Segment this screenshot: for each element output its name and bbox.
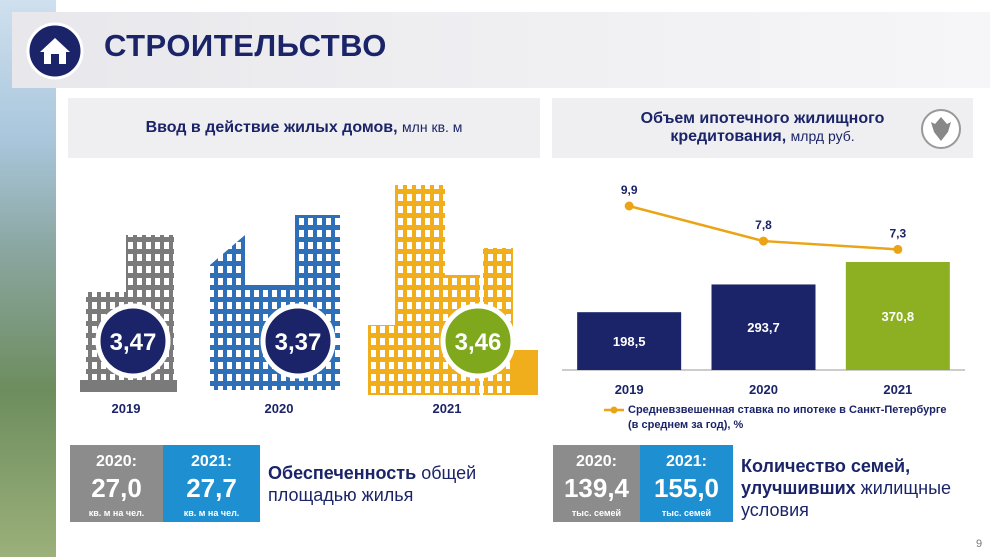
box-unit: тыс. семей xyxy=(571,508,622,518)
box-unit: кв. м на чел. xyxy=(88,508,145,518)
value-label: 3,47 xyxy=(110,329,157,356)
rate-label: 9,9 xyxy=(621,183,638,197)
legend-text: Средневзвешенная ставка по ипотеке в Сан… xyxy=(628,404,947,431)
families-text: Количество семей, улучшивших жилищные ус… xyxy=(741,455,966,521)
slide-title: СТРОИТЕЛЬСТВО xyxy=(104,28,387,63)
families-rest: жилищные условия xyxy=(741,478,952,520)
value-label: 3,37 xyxy=(275,329,322,356)
rate-point xyxy=(759,236,768,246)
families-2020: 2020: 139,4 тыс. семей xyxy=(553,445,640,522)
bar-label: 198,5 xyxy=(613,334,646,349)
buildings: 3,47 2019 3,37 2020 3,46 2021 xyxy=(80,185,538,416)
year-label: 2019 xyxy=(112,401,141,416)
mortgage-title-unit: млрд руб. xyxy=(790,128,855,144)
bar xyxy=(711,284,816,370)
box-value: 155,0 xyxy=(653,473,720,503)
year-label: 2021 xyxy=(433,401,462,416)
rate-label: 7,8 xyxy=(755,218,772,232)
x-tick-label: 2020 xyxy=(749,382,778,397)
housing-title-unit: млн кв. м xyxy=(402,119,463,135)
bar xyxy=(577,312,682,370)
rate-label: 7,3 xyxy=(889,226,906,240)
value-label: 3,46 xyxy=(455,329,502,356)
provision-text: Обеспеченность общей площадью жилья xyxy=(268,462,508,506)
provision-2020: 2020: 27,0 кв. м на чел. xyxy=(70,445,163,522)
provision-rest: общей площадью жилья xyxy=(268,463,477,505)
bar xyxy=(845,262,950,370)
value-circle xyxy=(95,303,171,379)
box-value: 139,4 xyxy=(563,473,630,503)
provision-bold: Обеспеченность xyxy=(268,463,417,483)
value-circle xyxy=(260,303,336,379)
x-tick-label: 2019 xyxy=(615,382,644,397)
bar-label: 370,8 xyxy=(882,309,915,324)
box-unit: кв. м на чел. xyxy=(183,508,240,518)
x-tick-label: 2021 xyxy=(883,382,912,397)
box-year: 2021: xyxy=(191,453,232,470)
page-number: 9 xyxy=(976,538,983,550)
housing-title-bold: Ввод в действие жилых домов, xyxy=(145,119,398,136)
box-year: 2020: xyxy=(576,453,617,470)
box-unit: тыс. семей xyxy=(661,508,712,518)
families-bold: Количество семей, улучшивших xyxy=(741,456,911,498)
box-year: 2021: xyxy=(666,453,707,470)
legend-dot xyxy=(610,406,618,414)
bank-emblem xyxy=(921,109,961,149)
home-icon xyxy=(26,22,84,80)
value-circle xyxy=(440,303,516,379)
header-band xyxy=(12,12,990,88)
year-label: 2020 xyxy=(265,401,294,416)
box-value: 27,0 xyxy=(91,473,142,503)
families-2021: 2021: 155,0 тыс. семей xyxy=(640,445,733,522)
provision-2021: 2021: 27,7 кв. м на чел. xyxy=(163,445,260,522)
box-year: 2020: xyxy=(96,453,137,470)
housing-title: Ввод в действие жилых домов, млн кв. м xyxy=(68,98,540,158)
rate-point xyxy=(893,244,903,254)
rate-point xyxy=(624,201,634,211)
mortgage-title: Объем ипотечного жилищного кредитования,… xyxy=(552,98,973,158)
mortgage-title-bold: Объем ипотечного жилищного кредитования, xyxy=(640,110,885,145)
bar-label: 293,7 xyxy=(747,320,780,335)
mortgage-chart: 2019 2020 2021 198,5 293,7 370,8 9,9 7,8 7,3 xyxy=(562,183,965,414)
side-image xyxy=(0,0,56,557)
box-value: 27,7 xyxy=(186,473,237,503)
